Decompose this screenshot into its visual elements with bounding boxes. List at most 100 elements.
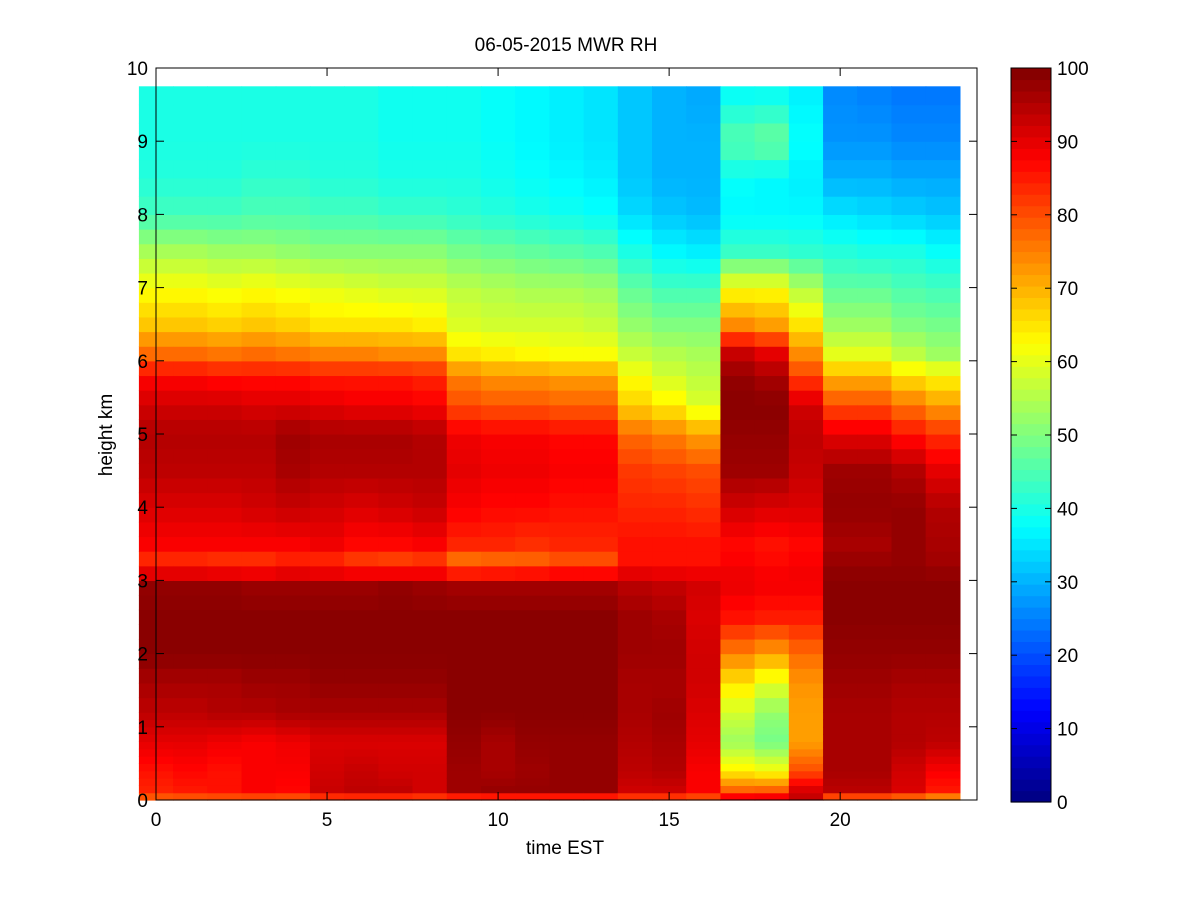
heatmap-cell <box>446 159 482 179</box>
heatmap-cell <box>412 404 448 420</box>
heatmap-cell <box>309 104 345 124</box>
heatmap-cell <box>652 196 687 215</box>
heatmap-cell <box>617 653 653 669</box>
heatmap-cell <box>823 258 858 274</box>
heatmap-cell <box>515 778 550 786</box>
heatmap-cell <box>549 492 585 508</box>
heatmap-cell <box>720 122 756 142</box>
heatmap-cell <box>515 302 550 318</box>
heatmap-cell <box>549 697 585 713</box>
colorbar-tick-label: 30 <box>1057 573 1078 594</box>
heatmap-cell <box>686 507 722 523</box>
heatmap-cell <box>754 492 790 508</box>
heatmap-cell <box>480 104 516 124</box>
heatmap-cell <box>241 734 277 743</box>
heatmap-cell <box>309 580 345 596</box>
heatmap-cell <box>309 770 345 779</box>
heatmap-cell <box>583 565 619 581</box>
heatmap-cell <box>720 214 756 230</box>
heatmap-cell <box>207 726 243 735</box>
heatmap-cell <box>241 624 277 640</box>
heatmap-cell <box>720 763 756 772</box>
heatmap-cell <box>925 272 961 289</box>
heatmap-cell <box>309 492 345 508</box>
heatmap-cell <box>515 448 550 464</box>
heatmap-cell <box>891 595 927 611</box>
heatmap-cell <box>275 624 311 640</box>
heatmap-cell <box>925 258 961 274</box>
heatmap-cell <box>275 580 311 596</box>
heatmap-cell <box>788 653 824 669</box>
heatmap-cell <box>446 719 482 728</box>
heatmap-cell <box>446 434 482 450</box>
heatmap-cell <box>857 492 893 508</box>
heatmap-cell <box>652 159 687 179</box>
heatmap-cell <box>309 331 345 347</box>
heatmap-cell <box>344 463 379 479</box>
colorbar-segment <box>1011 182 1051 195</box>
heatmap-cell <box>480 551 516 567</box>
heatmap-cell <box>823 565 858 581</box>
heatmap-cell <box>891 404 927 420</box>
colorbar-segment <box>1011 779 1051 792</box>
heatmap-cell <box>754 419 790 435</box>
heatmap-cell <box>412 360 448 377</box>
heatmap-cell <box>515 638 550 655</box>
heatmap-cell <box>925 792 961 801</box>
heatmap-cell <box>617 778 653 786</box>
heatmap-cell <box>241 697 277 713</box>
heatmap-cell <box>788 741 824 750</box>
heatmap-cell <box>480 287 516 303</box>
heatmap-cell <box>309 287 345 303</box>
heatmap-cell <box>480 580 516 596</box>
heatmap-cell <box>275 697 311 713</box>
heatmap-cell <box>857 287 893 303</box>
heatmap-cell <box>823 434 858 450</box>
heatmap-cell <box>925 668 961 684</box>
heatmap-cell <box>788 668 824 684</box>
heatmap-cell <box>241 712 277 721</box>
heatmap-cell <box>583 507 619 523</box>
heatmap-cell <box>891 229 927 245</box>
heatmap-cell <box>309 360 345 377</box>
heatmap-cell <box>583 770 619 779</box>
heatmap-cell <box>754 763 790 772</box>
heatmap-cell <box>652 492 687 508</box>
heatmap-cell <box>754 331 790 347</box>
heatmap-cell <box>617 375 653 391</box>
heatmap-cell <box>446 595 482 611</box>
heatmap-cell <box>549 404 585 420</box>
heatmap-cell <box>378 196 414 215</box>
heatmap-cell <box>891 756 927 764</box>
heatmap-cell <box>891 243 927 259</box>
colorbar-segment <box>1011 664 1051 677</box>
heatmap-cell <box>344 477 379 494</box>
heatmap-cell <box>549 243 585 259</box>
heatmap-cell <box>754 287 790 303</box>
heatmap-cell <box>583 756 619 764</box>
heatmap-cell <box>446 668 482 684</box>
heatmap-cell <box>412 668 448 684</box>
heatmap-cell <box>788 434 824 450</box>
heatmap-cell <box>378 668 414 684</box>
heatmap-cell <box>480 536 516 552</box>
heatmap-cell <box>857 316 893 333</box>
heatmap-cell <box>686 331 722 347</box>
heatmap-cell <box>378 770 414 779</box>
heatmap-cell <box>857 778 893 786</box>
heatmap-cell <box>446 404 482 420</box>
heatmap-cell <box>925 419 961 435</box>
heatmap-cell <box>309 346 345 362</box>
heatmap-cell <box>788 404 824 420</box>
heatmap-cell <box>173 748 208 757</box>
heatmap-cell <box>344 214 379 230</box>
heatmap-cell <box>788 551 824 567</box>
heatmap-cell <box>515 682 550 699</box>
heatmap-cell <box>686 521 722 538</box>
heatmap-cell <box>720 463 756 479</box>
colorbar-segment <box>1011 274 1051 287</box>
heatmap-cell <box>309 434 345 450</box>
heatmap-cell <box>925 122 961 142</box>
heatmap-cell <box>686 741 722 750</box>
heatmap-cell <box>344 624 379 640</box>
